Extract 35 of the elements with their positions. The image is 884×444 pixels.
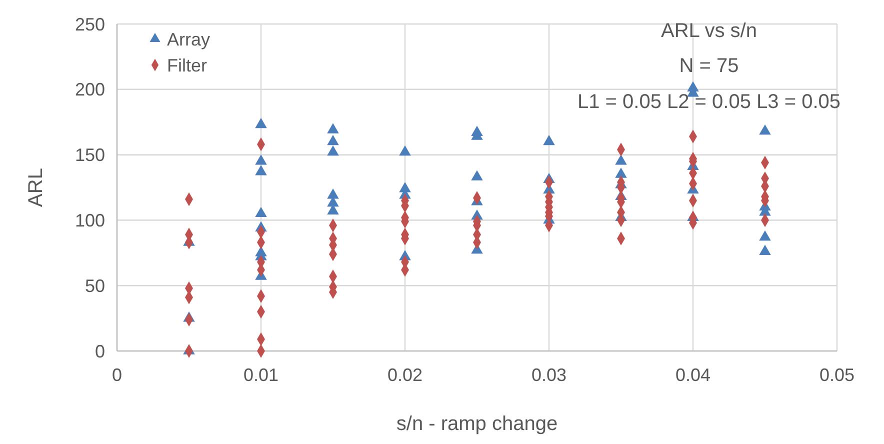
point — [327, 134, 339, 146]
point — [615, 154, 627, 165]
y-tick-label: 150 — [74, 145, 105, 166]
x-tick-label: 0 — [112, 365, 122, 385]
point — [327, 123, 339, 134]
legend-label: Filter — [167, 55, 208, 76]
legend-label: Array — [167, 29, 210, 50]
point — [759, 124, 771, 135]
point — [255, 206, 267, 218]
point — [255, 154, 267, 165]
annotation: L1 = 0.05 L2 = 0.05 L3 = 0.05 — [577, 91, 841, 113]
y-tick-label: 50 — [84, 276, 105, 296]
point — [399, 145, 411, 156]
point — [327, 145, 339, 156]
x-tick-label: 0.02 — [387, 365, 423, 385]
point — [615, 168, 627, 178]
y-axis-title: ARL — [25, 168, 47, 207]
y-tick-label: 0 — [94, 341, 105, 362]
point — [255, 165, 267, 176]
chart-title: ARL vs s/n — [661, 20, 757, 42]
x-tick-label: 0.04 — [675, 365, 711, 385]
point — [543, 134, 555, 146]
point — [255, 118, 267, 128]
point — [471, 170, 483, 180]
point — [759, 230, 771, 241]
point — [759, 244, 771, 255]
x-tick-label: 0.01 — [243, 365, 279, 385]
x-axis-title: s/n - ramp change — [396, 413, 558, 435]
y-tick-label: 250 — [74, 14, 105, 34]
y-tick-label: 100 — [74, 210, 105, 230]
text: N = 75 — [679, 55, 739, 77]
point — [327, 188, 339, 199]
x-tick-label: 0.03 — [531, 365, 567, 385]
y-tick-label: 200 — [74, 80, 105, 100]
x-tick-label: 0.05 — [819, 365, 855, 385]
